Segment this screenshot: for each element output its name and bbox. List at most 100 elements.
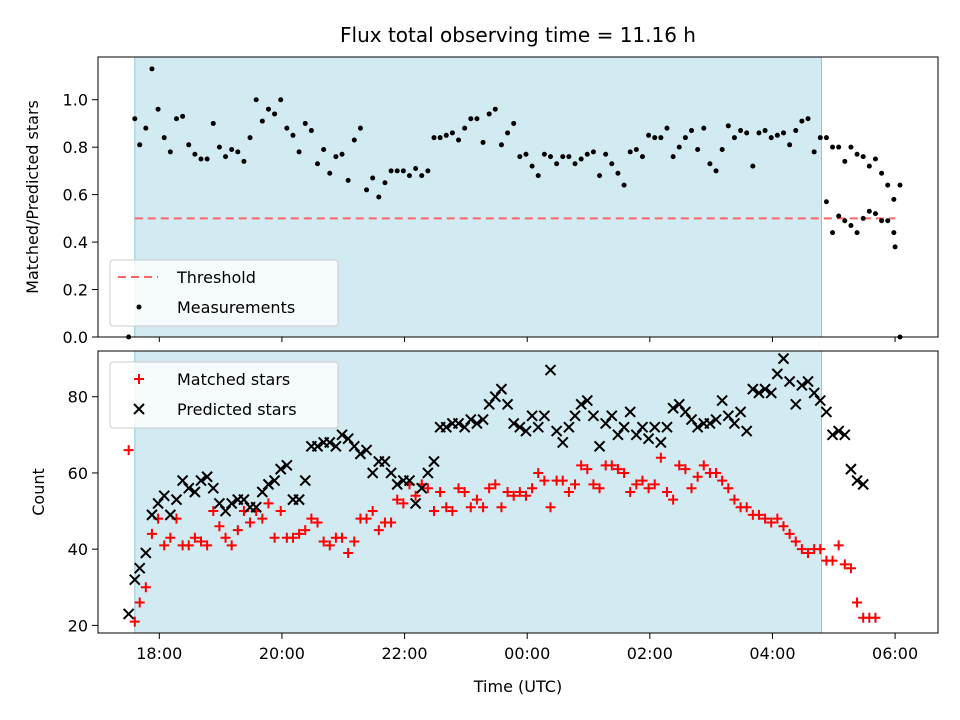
measurement-point	[541, 151, 547, 157]
x-tick-label: 04:00	[749, 644, 795, 663]
predicted-star-point	[293, 493, 305, 506]
measurement-point	[388, 168, 394, 174]
matched-star-point	[766, 517, 777, 528]
y-tick-label: 0.2	[63, 281, 88, 300]
x-tick-label: 20:00	[259, 644, 305, 663]
matched-star-point	[410, 490, 421, 501]
measurement-point	[848, 144, 854, 150]
predicted-star-point	[851, 474, 863, 487]
predicted-star-point	[195, 474, 207, 487]
measurement-point	[750, 163, 756, 169]
matched-star-point	[196, 536, 207, 547]
predicted-star-point	[416, 482, 428, 494]
measurement-point	[492, 106, 498, 112]
measurement-point	[173, 116, 179, 122]
matched-star-point	[612, 464, 623, 475]
measurement-point	[370, 175, 376, 181]
matched-star-point	[545, 502, 556, 513]
matched-star-point	[594, 483, 605, 494]
measurement-point	[511, 120, 517, 126]
measurement-point	[480, 139, 486, 145]
predicted-star-point	[740, 425, 753, 437]
matched-star-point	[631, 479, 642, 490]
measurement-point	[811, 149, 817, 155]
predicted-star-point	[458, 421, 471, 433]
predicted-star-point	[170, 493, 183, 506]
measurement-point	[321, 147, 327, 153]
matched-star-point	[318, 536, 329, 547]
measurement-point	[756, 130, 762, 136]
measurement-point	[468, 116, 474, 122]
measurement-point	[823, 199, 829, 205]
count-legend-box	[109, 361, 339, 429]
measurement-point	[210, 120, 216, 126]
matched-star-point	[429, 506, 439, 517]
matched-star-point	[815, 544, 826, 555]
measurement-point	[192, 151, 198, 157]
measurement-point	[866, 208, 872, 214]
measurement-point	[315, 161, 321, 167]
measurement-point	[486, 111, 492, 117]
matched-star-point	[422, 483, 433, 494]
figure-title: Flux total observing time = 11.16 h	[340, 23, 696, 47]
matched-star-point	[453, 483, 464, 494]
measurement-point	[682, 135, 688, 141]
predicted-star-point	[704, 417, 716, 430]
predicted-star-point	[324, 436, 336, 449]
matched-star-point	[392, 494, 403, 505]
measurement-point	[897, 182, 903, 188]
matched-star-point	[490, 479, 501, 490]
predicted-star-point	[250, 501, 262, 513]
matched-star-point	[533, 467, 544, 478]
measurement-point	[186, 142, 192, 148]
ratio-y-label: Matched/Predicted stars	[23, 100, 42, 294]
matched-star-point	[790, 536, 801, 547]
measurement-point	[253, 97, 259, 103]
measurement-points	[126, 66, 903, 340]
predicted-star-point	[201, 471, 213, 483]
measurement-point	[474, 116, 480, 122]
matched-star-point	[655, 452, 666, 463]
matched-star-point	[361, 513, 372, 524]
measurement-point	[689, 128, 695, 134]
predicted-star-point	[330, 440, 342, 452]
measurement-point	[892, 244, 898, 250]
measurement-point	[180, 113, 186, 119]
measurement-point	[817, 135, 823, 141]
matched-star-point	[711, 467, 722, 478]
matched-star-point	[527, 483, 538, 494]
matched-star-point	[398, 498, 409, 509]
matched-star-point	[220, 532, 231, 543]
matched-star-point	[484, 483, 495, 494]
predicted-star-point	[489, 391, 502, 403]
measurement-point	[719, 147, 725, 153]
matched-star-point	[557, 475, 568, 486]
predicted-star-point	[354, 448, 367, 460]
matched-star-point	[852, 597, 863, 608]
count-legend: Matched stars Predicted stars	[109, 361, 339, 429]
measurement-point	[866, 163, 872, 169]
measurement-point	[891, 230, 897, 236]
matched-star-point	[784, 528, 795, 539]
predicted-star-point	[685, 413, 698, 426]
measurement-point	[229, 147, 235, 153]
matched-star-point	[588, 479, 599, 490]
measurement-point	[842, 218, 848, 224]
matched-star-point	[134, 597, 145, 608]
measurement-point	[259, 118, 265, 124]
legend-measurement-label: Measurements	[177, 298, 295, 317]
measurement-point	[351, 137, 357, 143]
matched-star-point	[563, 487, 574, 497]
matched-star-point	[183, 540, 194, 551]
measurement-point	[590, 149, 596, 155]
matched-star-point	[839, 559, 850, 570]
count-x-ticks: 18:00 20:00 22:00 00:00 02:00 04:00 06:00	[136, 633, 918, 663]
matched-star-point	[508, 490, 519, 501]
matched-star-point	[619, 467, 630, 478]
x-tick-label: 22:00	[382, 644, 428, 663]
matched-star-point	[275, 506, 286, 517]
predicted-star-point	[765, 387, 777, 399]
matched-star-points	[124, 445, 881, 627]
predicted-star-point	[477, 413, 489, 426]
predicted-star-point	[520, 425, 532, 437]
